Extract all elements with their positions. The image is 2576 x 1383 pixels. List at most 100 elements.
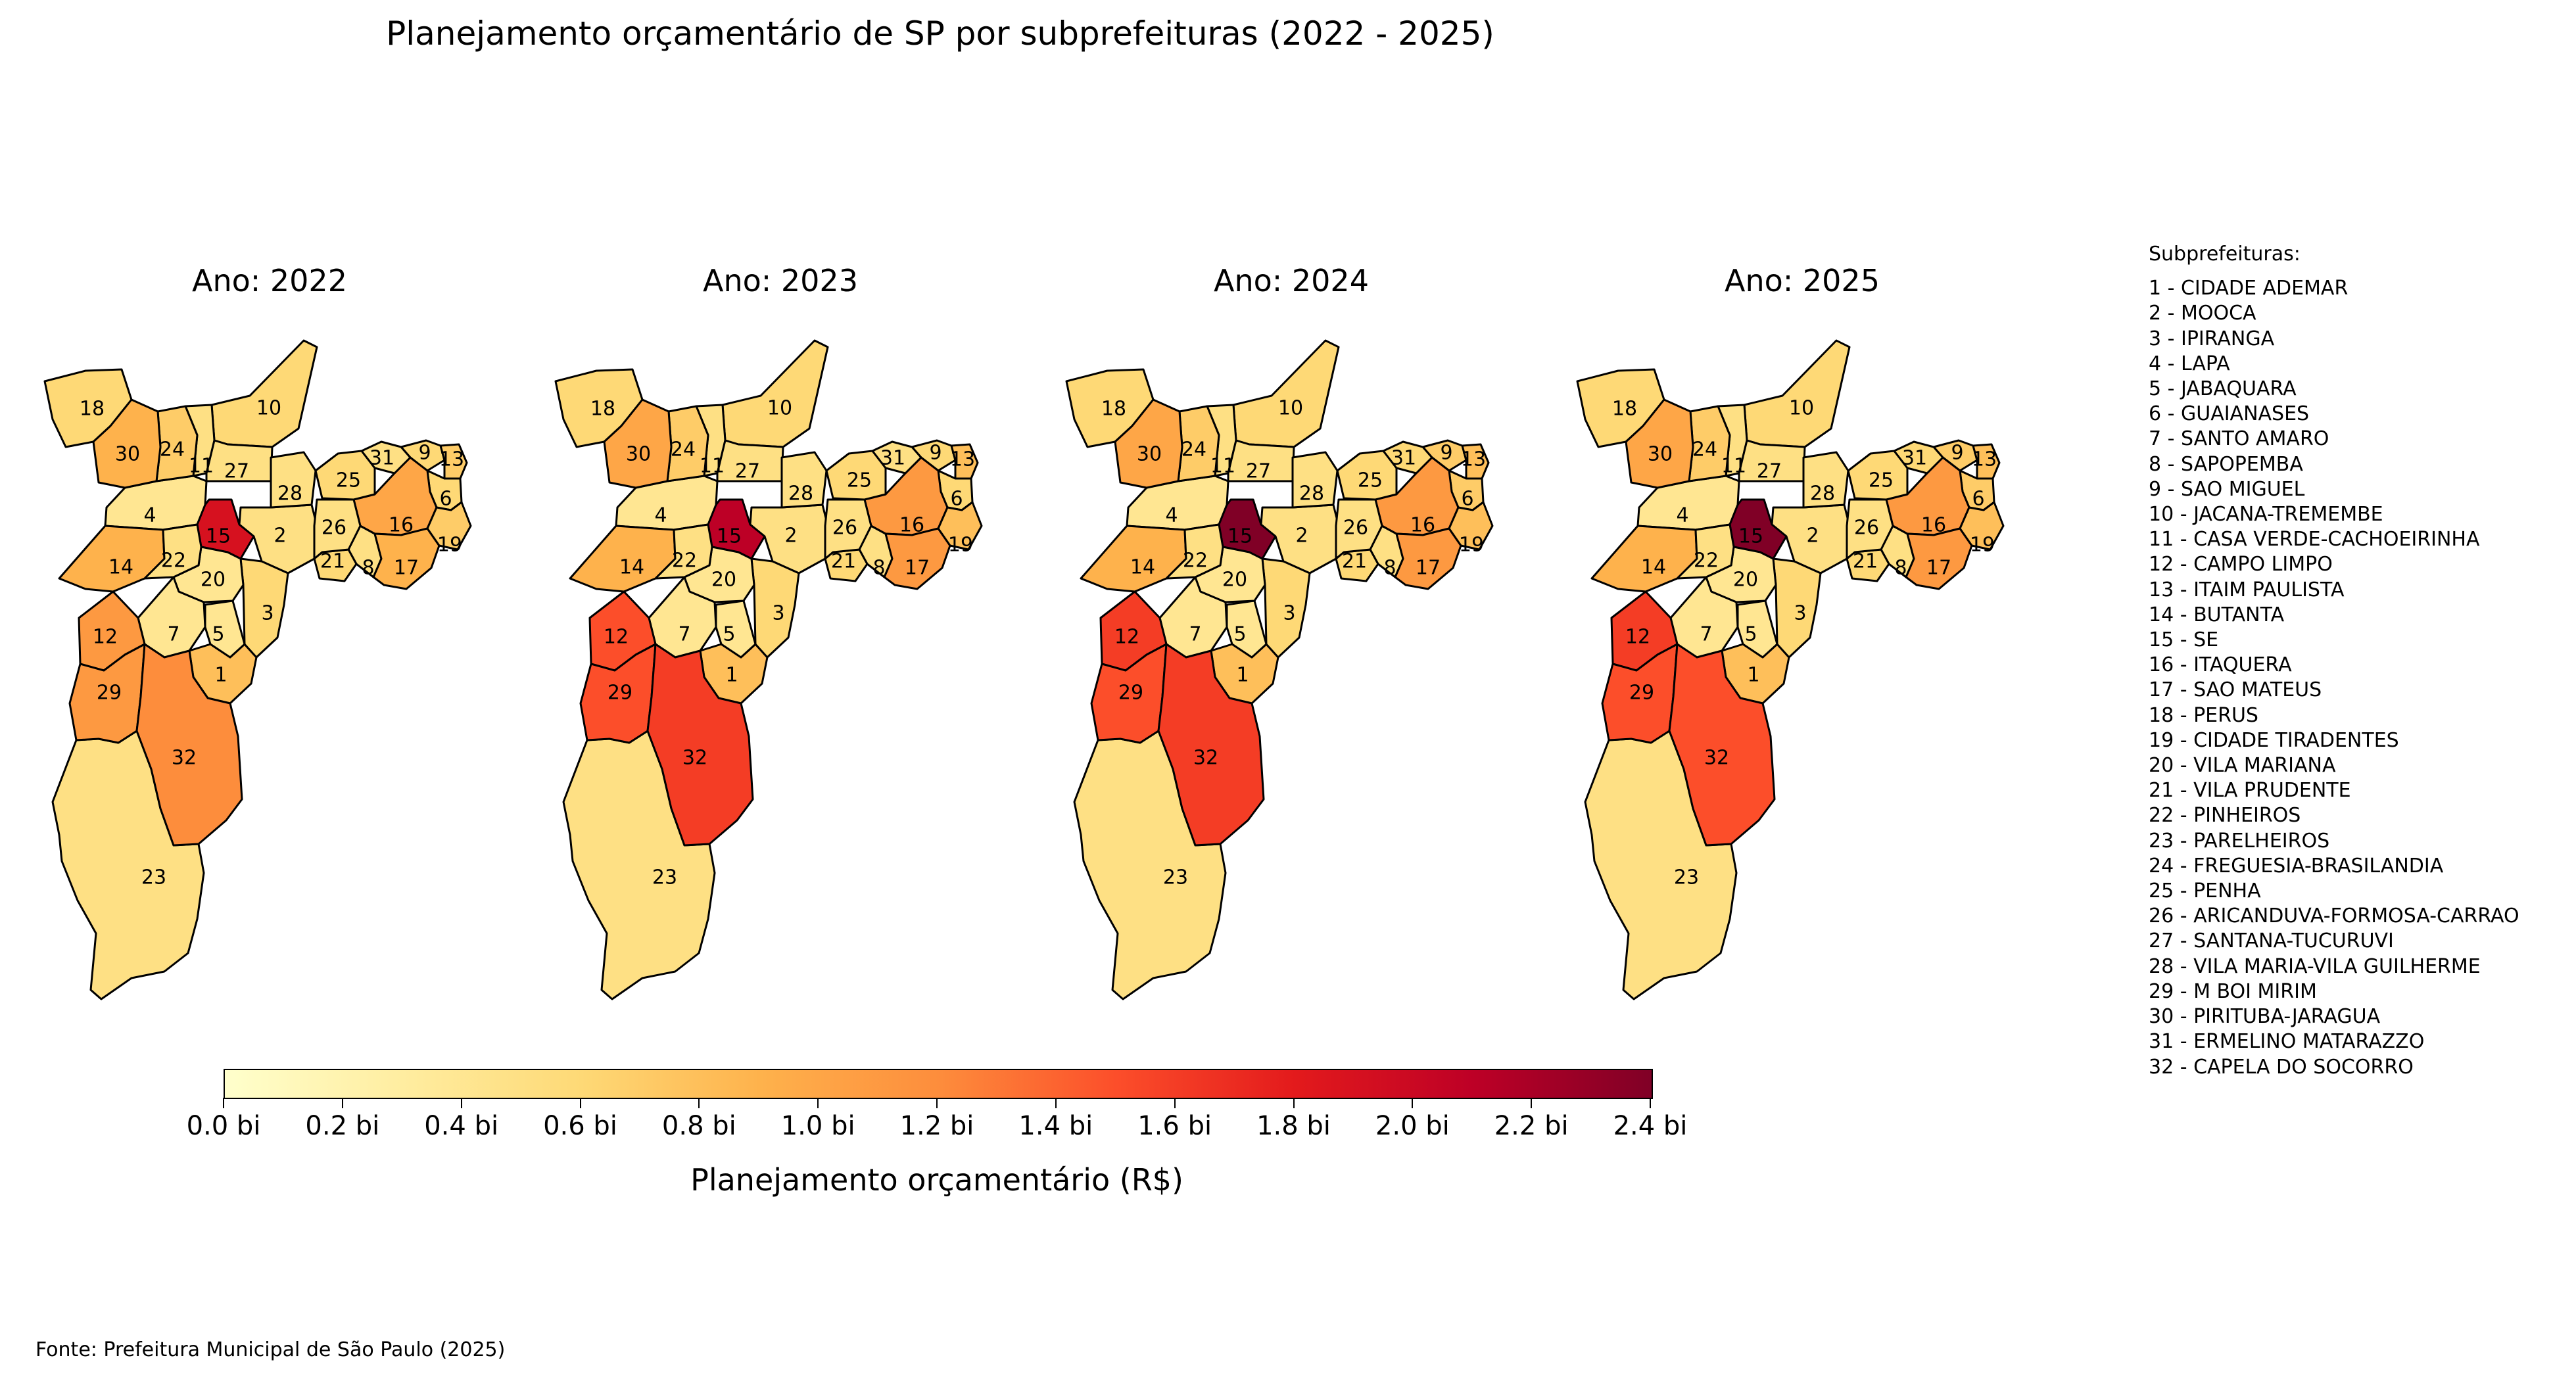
district-label: 5 (723, 623, 735, 646)
district-label: 3 (1283, 602, 1295, 625)
district-30 (603, 398, 673, 489)
colorbar-tick-label: 1.2 bi (899, 1111, 974, 1141)
district-31 (1382, 440, 1433, 475)
district-26 (824, 498, 872, 560)
legend-item: 22 - PINHEIROS (2149, 804, 2301, 828)
district-label: 5 (1744, 623, 1757, 646)
legend-item: 9 - SAO MIGUEL (2149, 477, 2305, 501)
colorbar-tick-label: 0.0 bi (186, 1111, 261, 1141)
district-label: 3 (1794, 602, 1806, 625)
district-label: 22 (672, 550, 697, 573)
district-label: 1 (214, 664, 227, 687)
map-panel-2025: Ano: 2025 1 2 3 4 5 6 7 8 9 10 11 12 13 14 15 16 17 18 19 2… (1565, 250, 2039, 1025)
district-label: 26 (832, 517, 857, 540)
district-label: 20 (1222, 569, 1247, 592)
district-label: 11 (1210, 455, 1235, 478)
district-label: 14 (1641, 556, 1666, 579)
district-label: 4 (1676, 504, 1688, 527)
district-label: 11 (700, 455, 725, 478)
district-label: 9 (1951, 442, 1963, 465)
district-label: 31 (1391, 447, 1416, 470)
district-label: 2 (784, 525, 797, 548)
district-28 (270, 451, 317, 509)
colorbar-tick-label: 0.6 bi (543, 1111, 617, 1141)
colorbar-tick-label: 0.4 bi (424, 1111, 499, 1141)
chart-title: Planejamento orçamentário de SP por subp… (386, 14, 1494, 53)
legend-item: 1 - CIDADE ADEMAR (2149, 277, 2349, 300)
district-label: 3 (772, 602, 784, 625)
district-label: 6 (950, 488, 963, 511)
district-label: 4 (143, 504, 156, 527)
district-label: 26 (1854, 517, 1879, 540)
district-label: 7 (167, 623, 179, 646)
district-label: 1 (725, 664, 738, 687)
district-label: 19 (1970, 534, 1995, 557)
district-label: 28 (788, 482, 813, 505)
legend-item: 24 - FREGUESIA-BRASILANDIA (2149, 854, 2444, 878)
colorbar (224, 1069, 1653, 1099)
district-label: 4 (1165, 504, 1178, 527)
district-label: 28 (1810, 482, 1835, 505)
colorbar-tick-mark (698, 1098, 700, 1108)
district-label: 29 (97, 682, 122, 705)
district-label: 15 (1738, 525, 1763, 548)
legend-item: 27 - SANTANA-TUCURUVI (2149, 929, 2394, 953)
colorbar-tick-mark (579, 1098, 581, 1108)
district-label: 8 (1894, 557, 1907, 580)
district-32 (135, 643, 243, 847)
district-label: 29 (1118, 682, 1143, 705)
district-3 (750, 557, 800, 659)
district-10 (721, 339, 829, 448)
district-label: 30 (626, 443, 651, 466)
district-label: 32 (1704, 747, 1729, 770)
colorbar-tick-mark (1650, 1098, 1651, 1108)
district-label: 13 (1972, 448, 1997, 471)
legend-item: 29 - M BOI MIRIM (2149, 979, 2317, 1003)
panel-title: Ano: 2025 (1725, 263, 1880, 298)
district-label: 16 (1921, 514, 1946, 537)
district-label: 6 (1461, 488, 1473, 511)
colorbar-tick-label: 0.8 bi (661, 1111, 736, 1141)
colorbar-tick-mark (460, 1098, 462, 1108)
district-label: 29 (1629, 682, 1654, 705)
district-17 (372, 527, 441, 590)
district-31 (1893, 440, 1944, 475)
district-13 (1972, 443, 2001, 480)
district-22 (1676, 523, 1735, 580)
district-label: 19 (948, 534, 973, 557)
panel-title: Ano: 2024 (1214, 263, 1369, 298)
colorbar-tick-label: 2.0 bi (1375, 1111, 1450, 1141)
district-32 (1668, 643, 1776, 847)
district-label: 19 (437, 534, 462, 557)
district-label: 26 (1343, 517, 1368, 540)
map-panel-2022: Ano: 2022 1 2 3 4 5 6 7 8 9 10 11 12 13 14 15 16 17 18 19 2… (33, 250, 506, 1025)
legend-item: 14 - BUTANTA (2149, 603, 2285, 626)
colorbar-tick-mark (936, 1098, 938, 1108)
district-label: 23 (1163, 866, 1188, 889)
district-label: 8 (362, 557, 374, 580)
district-label: 32 (1193, 747, 1218, 770)
legend-item: 19 - CIDADE TIRADENTES (2149, 728, 2399, 752)
district-label: 21 (1342, 550, 1367, 573)
district-label: 7 (678, 623, 690, 646)
legend-item: 7 - SANTO AMARO (2149, 427, 2329, 451)
district-28 (1291, 451, 1339, 509)
district-label: 19 (1459, 534, 1484, 557)
district-label: 12 (1114, 626, 1139, 649)
district-label: 7 (1189, 623, 1201, 646)
panel-title: Ano: 2023 (703, 263, 858, 298)
district-label: 15 (1228, 525, 1252, 548)
district-label: 1 (1747, 664, 1759, 687)
district-label: 21 (831, 550, 856, 573)
district-32 (646, 643, 754, 847)
district-label: 17 (394, 557, 419, 580)
colorbar-tick-mark (1055, 1098, 1057, 1108)
district-label: 15 (717, 525, 742, 548)
legend-item: 2 - MOOCA (2149, 302, 2256, 325)
district-label: 25 (1869, 469, 1894, 492)
district-label: 5 (212, 623, 224, 646)
district-label: 4 (654, 504, 667, 527)
colorbar-tick-mark (341, 1098, 343, 1108)
